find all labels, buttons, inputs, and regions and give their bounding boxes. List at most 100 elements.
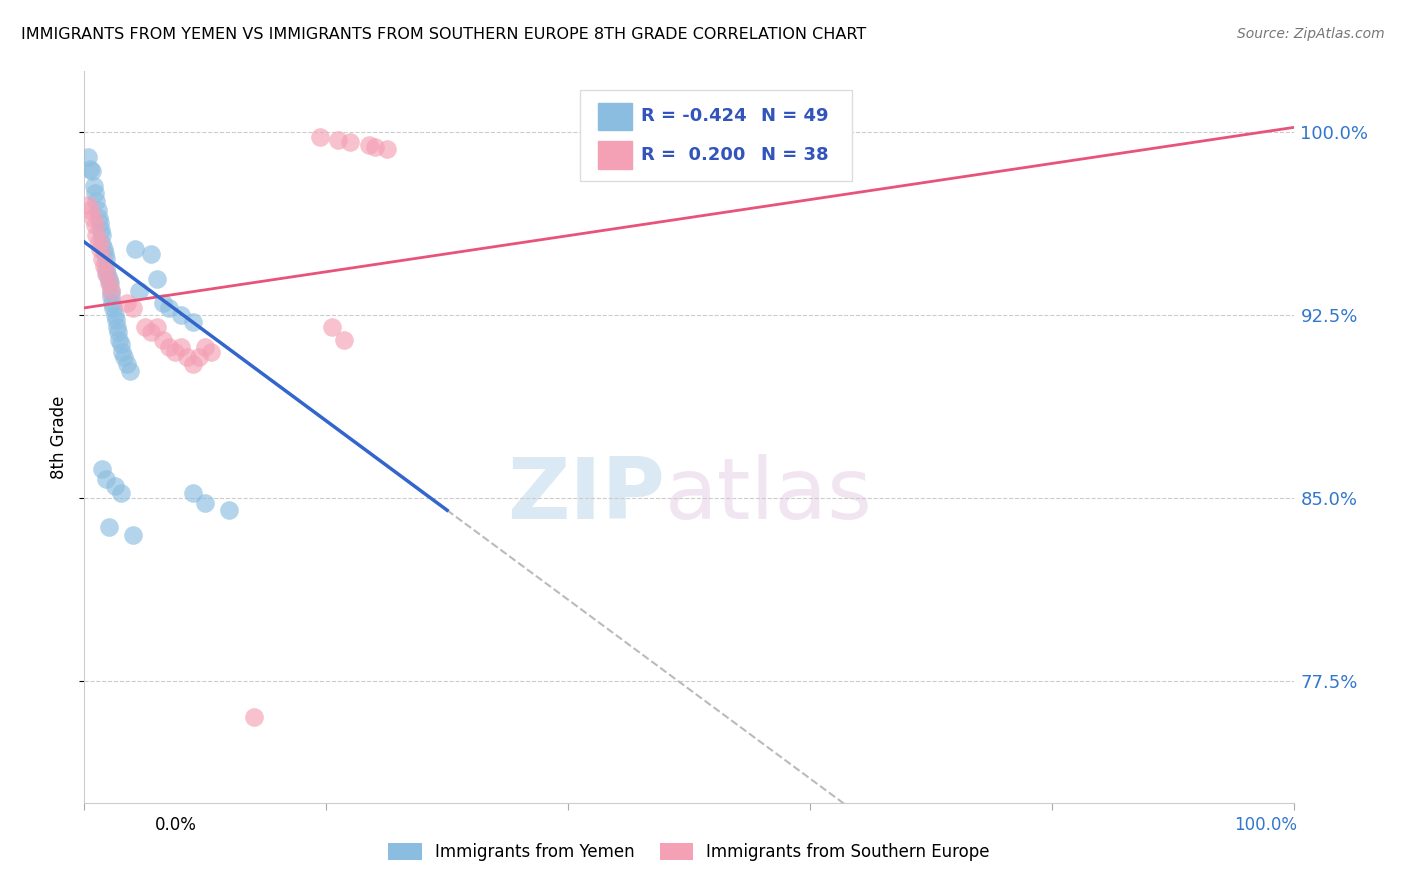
Text: N = 38: N = 38 — [762, 146, 830, 164]
Point — [339, 135, 361, 149]
Bar — [599, 141, 633, 169]
Text: IMMIGRANTS FROM YEMEN VS IMMIGRANTS FROM SOUTHERN EUROPE 8TH GRADE CORRELATION C: IMMIGRANTS FROM YEMEN VS IMMIGRANTS FROM… — [21, 27, 866, 42]
Point — [87, 211, 110, 225]
Point — [93, 243, 115, 257]
Text: Source: ZipAtlas.com: Source: ZipAtlas.com — [1237, 27, 1385, 41]
Point — [94, 471, 117, 485]
Point — [100, 288, 122, 302]
Point — [309, 130, 332, 145]
Point — [103, 301, 125, 315]
Point — [115, 357, 138, 371]
Point — [94, 267, 117, 281]
Point — [357, 137, 380, 152]
Point — [170, 340, 193, 354]
Point — [83, 178, 105, 193]
Text: R = -0.424: R = -0.424 — [641, 107, 747, 126]
Point — [97, 277, 120, 291]
Point — [146, 271, 169, 285]
Point — [115, 296, 138, 310]
Point — [90, 223, 112, 237]
Point — [181, 357, 204, 371]
Point — [128, 284, 150, 298]
Point — [108, 333, 131, 347]
Point — [96, 267, 118, 281]
Point — [110, 486, 132, 500]
Bar — [599, 103, 633, 130]
Point — [170, 308, 193, 322]
Point — [84, 186, 107, 201]
Point — [139, 325, 162, 339]
Point — [97, 520, 120, 534]
Point — [82, 211, 104, 225]
Point — [105, 320, 128, 334]
Point — [89, 215, 111, 229]
Point — [176, 350, 198, 364]
Point — [799, 120, 821, 135]
Point — [86, 203, 108, 218]
Point — [134, 320, 156, 334]
Point — [120, 364, 142, 378]
Point — [152, 333, 174, 347]
Point — [242, 710, 264, 724]
Y-axis label: 8th Grade: 8th Grade — [51, 395, 69, 479]
Point — [111, 344, 134, 359]
Text: 0.0%: 0.0% — [155, 816, 197, 834]
Legend: Immigrants from Yemen, Immigrants from Southern Europe: Immigrants from Yemen, Immigrants from S… — [381, 836, 997, 868]
Point — [79, 203, 101, 218]
Point — [91, 462, 114, 476]
Text: ZIP: ZIP — [508, 454, 665, 537]
Point — [181, 486, 204, 500]
Point — [93, 260, 115, 274]
Point — [181, 316, 204, 330]
Point — [194, 496, 217, 510]
Point — [121, 527, 143, 541]
Point — [110, 337, 132, 351]
Point — [79, 161, 101, 176]
Point — [188, 350, 211, 364]
Point — [100, 284, 122, 298]
Point — [77, 150, 100, 164]
Point — [328, 133, 350, 147]
Point — [91, 252, 114, 266]
Point — [124, 243, 146, 257]
Point — [80, 164, 103, 178]
Point — [94, 247, 117, 261]
Point — [333, 333, 356, 347]
Point — [363, 140, 385, 154]
Point — [139, 247, 162, 261]
Point — [87, 235, 110, 249]
Point — [86, 194, 108, 208]
Point — [218, 503, 240, 517]
Point — [152, 296, 174, 310]
Point — [86, 227, 108, 242]
Point — [101, 296, 124, 310]
FancyBboxPatch shape — [581, 90, 852, 181]
Point — [77, 198, 100, 212]
Point — [97, 271, 120, 285]
Point — [98, 277, 121, 291]
Point — [91, 227, 114, 242]
Point — [146, 320, 169, 334]
Point — [121, 301, 143, 315]
Point — [94, 261, 117, 276]
Point — [200, 344, 222, 359]
Point — [84, 218, 107, 232]
Point — [194, 340, 217, 354]
Point — [107, 325, 129, 339]
Text: atlas: atlas — [665, 454, 873, 537]
Point — [104, 479, 127, 493]
Point — [321, 320, 343, 334]
Text: N = 49: N = 49 — [762, 107, 830, 126]
Point — [157, 301, 180, 315]
Point — [94, 252, 117, 266]
Point — [375, 142, 398, 156]
Text: R =  0.200: R = 0.200 — [641, 146, 745, 164]
Point — [112, 350, 135, 364]
Point — [104, 308, 127, 322]
Point — [91, 237, 114, 252]
Point — [157, 340, 180, 354]
Point — [100, 284, 122, 298]
Point — [104, 313, 127, 327]
Text: 100.0%: 100.0% — [1234, 816, 1296, 834]
Point — [165, 344, 187, 359]
